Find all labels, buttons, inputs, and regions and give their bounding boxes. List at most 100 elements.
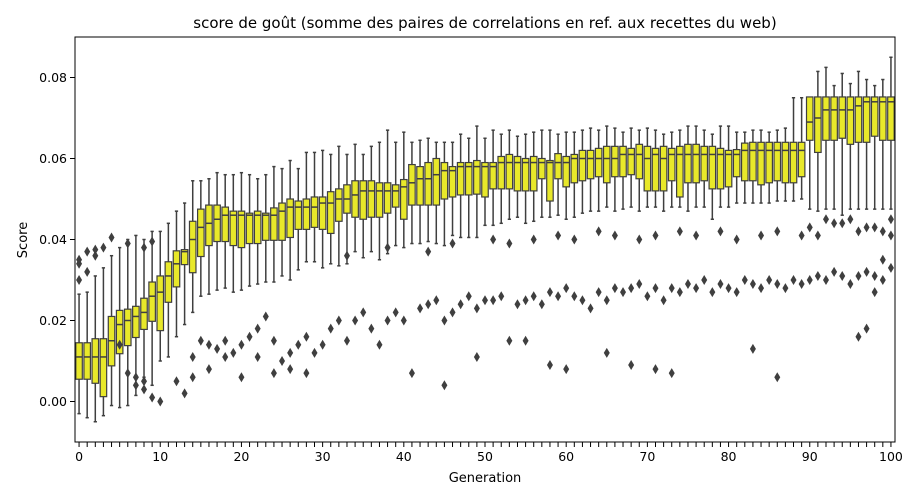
box-generation-19 — [229, 173, 238, 293]
box-generation-39 — [391, 141, 400, 247]
box-iqr — [805, 96, 814, 141]
y-axis-label: Score — [16, 222, 31, 258]
box-generation-5 — [115, 246, 124, 409]
box-iqr — [229, 210, 238, 247]
outlier-point — [611, 230, 618, 241]
outlier-point — [676, 287, 683, 298]
box-iqr — [294, 200, 303, 230]
box-iqr — [424, 161, 433, 206]
outlier-point — [855, 226, 862, 237]
box-iqr — [489, 161, 497, 190]
box-generation-10 — [156, 230, 165, 362]
outlier-point — [100, 242, 107, 253]
box-generation-73 — [667, 131, 676, 208]
outlier-point — [441, 380, 448, 391]
box-iqr — [643, 145, 652, 192]
box-iqr — [75, 342, 83, 380]
chart-marks — [75, 56, 895, 423]
box-generation-11 — [164, 222, 173, 358]
box-iqr — [351, 180, 359, 218]
outlier-point — [124, 368, 131, 379]
outlier-point — [214, 343, 221, 354]
box-iqr — [708, 145, 717, 190]
box-iqr — [205, 204, 213, 247]
box-generation-74 — [676, 129, 684, 208]
outlier-point — [205, 364, 212, 375]
outlier-point — [449, 307, 456, 318]
box-generation-14 — [188, 180, 197, 314]
box-iqr — [700, 145, 709, 182]
box-generation-8 — [140, 238, 148, 378]
outlier-point — [863, 222, 870, 233]
outlier-point — [490, 295, 497, 306]
outlier-point — [376, 339, 383, 350]
box-iqr — [651, 147, 660, 192]
box-iqr — [505, 153, 514, 190]
box-iqr — [635, 143, 644, 180]
box-iqr — [196, 208, 205, 258]
outlier-point — [238, 372, 245, 383]
box-generation-15 — [196, 180, 205, 297]
box-iqr — [448, 166, 457, 198]
x-tick-label: 90 — [802, 449, 818, 464]
box-iqr — [164, 261, 173, 303]
box-generation-7 — [132, 234, 140, 397]
box-generation-54 — [513, 135, 522, 218]
outlier-point — [555, 230, 562, 241]
outlier-point — [238, 339, 245, 350]
box-iqr — [570, 153, 579, 184]
box-generation-31 — [326, 153, 335, 265]
box-generation-65 — [602, 125, 611, 208]
box-iqr — [115, 309, 124, 355]
outlier-point — [579, 295, 586, 306]
box-generation-36 — [367, 145, 376, 253]
box-iqr — [473, 159, 481, 195]
outlier-point — [84, 266, 91, 277]
outlier-point — [839, 270, 846, 281]
outlier-point — [822, 214, 829, 225]
box-generation-20 — [237, 171, 246, 291]
box-generation-9 — [148, 230, 156, 387]
box-generation-30 — [318, 149, 327, 269]
box-iqr — [310, 196, 319, 228]
box-iqr — [481, 161, 489, 198]
box-iqr — [261, 212, 270, 241]
outlier-point — [603, 295, 610, 306]
box-generation-77 — [700, 129, 709, 208]
outlier-point — [790, 275, 797, 285]
outlier-point — [222, 335, 229, 346]
outlier-point — [368, 323, 375, 334]
outlier-point — [628, 283, 635, 294]
outlier-point — [733, 287, 740, 298]
box-generation-52 — [497, 133, 506, 225]
x-tick-label: 70 — [639, 449, 655, 464]
box-iqr — [529, 155, 538, 192]
box-generation-21 — [245, 173, 254, 287]
box-iqr — [302, 198, 311, 230]
outlier-point — [863, 323, 870, 334]
outlier-point — [879, 275, 886, 285]
box-generation-81 — [732, 131, 741, 204]
outlier-point — [287, 347, 294, 358]
box-iqr — [440, 161, 449, 200]
box-generation-23 — [261, 173, 270, 283]
outlier-point — [871, 270, 878, 281]
box-iqr — [659, 145, 668, 192]
box-iqr — [781, 141, 790, 184]
outlier-point — [287, 364, 294, 375]
outlier-point — [652, 230, 659, 241]
box-iqr — [148, 281, 156, 322]
box-generation-26 — [286, 159, 294, 281]
box-generation-25 — [278, 167, 286, 277]
box-iqr — [123, 308, 132, 347]
outlier-point — [189, 372, 196, 383]
outlier-point — [246, 331, 253, 342]
box-iqr — [245, 212, 254, 245]
outlier-point — [571, 234, 578, 245]
box-iqr — [286, 198, 294, 239]
box-iqr — [383, 182, 392, 214]
outlier-point — [620, 287, 627, 298]
outlier-point — [644, 291, 651, 302]
box-iqr — [757, 141, 765, 186]
box-iqr — [878, 96, 887, 141]
